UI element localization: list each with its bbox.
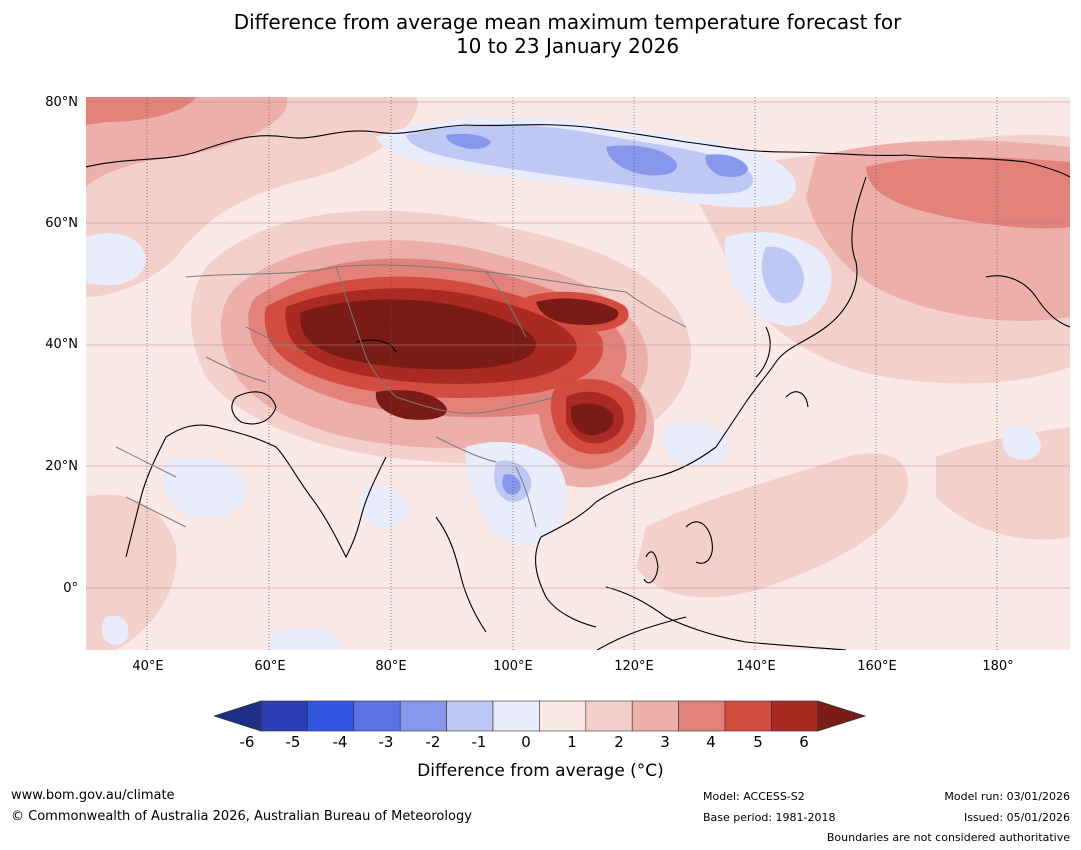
base-period-text: Base period: 1981-2018 xyxy=(703,811,836,824)
anomaly-band-over-6 xyxy=(300,298,619,436)
lat-label-40n: 40°N xyxy=(45,337,78,352)
colour-legend xyxy=(214,700,866,732)
legend-swatch xyxy=(585,700,633,732)
latitude-lines xyxy=(86,101,1070,589)
coastlines xyxy=(86,124,1070,650)
lon-label-40e: 40°E xyxy=(132,659,164,674)
legend-swatch xyxy=(539,700,587,732)
country-boundaries xyxy=(115,264,687,528)
legend-title: Difference from average (°C) xyxy=(417,761,664,781)
map-canvas xyxy=(86,97,1070,650)
legend-swatch xyxy=(771,700,819,732)
issued-text: Issued: 05/01/2026 xyxy=(963,811,1070,824)
legend-tick: 2 xyxy=(614,733,624,751)
lon-label-180: 180° xyxy=(982,659,1014,674)
model-run-text: Model run: 03/01/2026 xyxy=(944,790,1070,803)
model-text: Model: ACCESS-S2 xyxy=(703,790,805,803)
legend-tick: 0 xyxy=(521,733,531,751)
legend-swatch xyxy=(260,700,308,732)
legend-swatch xyxy=(631,700,679,732)
lon-label-140e: 140°E xyxy=(736,659,776,674)
legend-swatch xyxy=(678,700,726,732)
copyright-text: © Commonwealth of Australia 2026, Austra… xyxy=(11,809,472,824)
title-line-1: Difference from average mean maximum tem… xyxy=(233,10,902,34)
lat-label-80n: 80°N xyxy=(45,95,78,110)
legend-swatch xyxy=(492,700,540,732)
legend-tick: -5 xyxy=(285,733,301,751)
legend-tick: 5 xyxy=(753,733,763,751)
legend-swatch-above-6 xyxy=(817,700,866,732)
legend-tick: 3 xyxy=(660,733,670,751)
legend-swatch xyxy=(307,700,355,732)
legend-swatch xyxy=(724,700,772,732)
legend-swatch xyxy=(446,700,494,732)
legend-swatch-below-6 xyxy=(214,700,262,732)
lat-label-60n: 60°N xyxy=(45,216,78,231)
title-line-2: 10 to 23 January 2026 xyxy=(455,34,680,58)
lon-label-120e: 120°E xyxy=(614,659,654,674)
temperature-anomaly-map xyxy=(86,97,1070,650)
lon-label-160e: 160°E xyxy=(857,659,897,674)
legend-tick: 1 xyxy=(567,733,577,751)
map-title: Difference from average mean maximum tem… xyxy=(0,10,1081,58)
legend-tick: -4 xyxy=(332,733,348,751)
legend-tick: -3 xyxy=(378,733,394,751)
legend-swatch xyxy=(399,700,447,732)
lat-label-0: 0° xyxy=(63,581,78,596)
boundaries-note: Boundaries are not considered authoritat… xyxy=(826,831,1070,844)
graticule xyxy=(146,97,998,650)
lon-label-80e: 80°E xyxy=(375,659,407,674)
legend-tick: 6 xyxy=(799,733,809,751)
legend-tick: 4 xyxy=(706,733,716,751)
legend-tick: -2 xyxy=(425,733,441,751)
lon-label-60e: 60°E xyxy=(254,659,286,674)
cool-anomaly-areas xyxy=(86,117,1041,650)
legend-swatch xyxy=(353,700,401,732)
legend-tick: -1 xyxy=(471,733,487,751)
legend-tick: -6 xyxy=(239,733,255,751)
website-link[interactable]: www.bom.gov.au/climate xyxy=(11,788,175,803)
lon-label-100e: 100°E xyxy=(493,659,533,674)
lat-label-20n: 20°N xyxy=(45,459,78,474)
